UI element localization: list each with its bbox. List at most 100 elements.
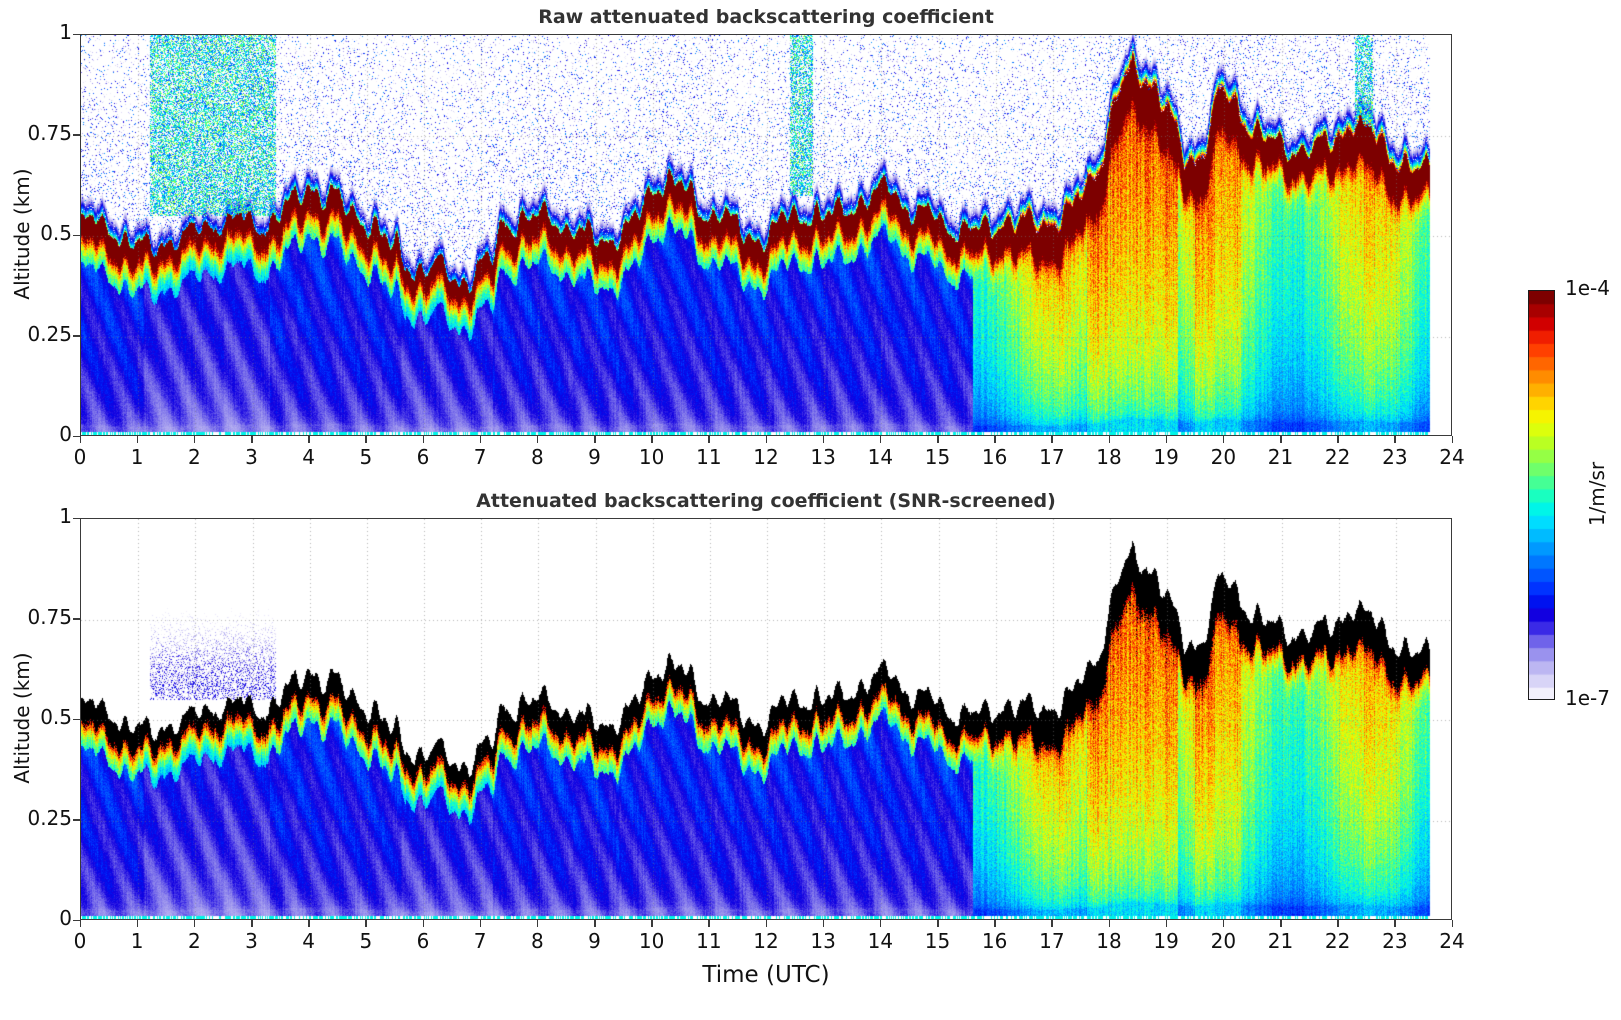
- ytick-mark-raw-0: [73, 435, 80, 437]
- xtick-label-screened-15: 15: [924, 929, 951, 953]
- colorbar-gradient: [1529, 291, 1554, 699]
- panel-data-screened: [81, 519, 1451, 919]
- xtick-label-screened-17: 17: [1039, 929, 1065, 953]
- xtick-label-raw-22: 22: [1324, 445, 1351, 469]
- xtick-label-screened-6: 6: [416, 929, 430, 953]
- xtick-mark-raw-22: [1337, 436, 1339, 443]
- xtick-label-screened-23: 23: [1382, 929, 1408, 953]
- xtick-mark-raw-19: [1165, 436, 1168, 443]
- xtick-label-raw-10: 10: [638, 445, 665, 469]
- xtick-label-raw-12: 12: [753, 445, 779, 469]
- xtick-label-screened-3: 3: [245, 929, 258, 953]
- xtick-mark-screened-7: [479, 920, 482, 927]
- xtick-mark-screened-18: [1108, 920, 1110, 927]
- xtick-label-screened-11: 11: [696, 929, 722, 953]
- xtick-mark-raw-5: [365, 436, 367, 443]
- xtick-label-raw-24: 24: [1439, 445, 1465, 469]
- xtick-mark-raw-9: [594, 436, 596, 443]
- ytick-label-screened-4: 1: [59, 504, 72, 528]
- xtick-label-raw-23: 23: [1382, 445, 1408, 469]
- xtick-mark-screened-12: [765, 920, 767, 927]
- xtick-mark-raw-20: [1222, 436, 1225, 443]
- ytick-label-raw-4: 1: [59, 20, 72, 44]
- xtick-mark-screened-2: [193, 920, 196, 927]
- xtick-mark-raw-0: [79, 436, 81, 443]
- xtick-mark-raw-4: [308, 436, 310, 443]
- xtick-label-raw-15: 15: [924, 445, 951, 469]
- colorbar-label: 1/m/sr: [1585, 461, 1609, 527]
- xtick-label-raw-13: 13: [810, 445, 836, 469]
- ytick-label-screened-2: 0.5: [40, 705, 72, 729]
- xtick-mark-screened-9: [594, 920, 596, 927]
- xtick-label-raw-4: 4: [302, 445, 316, 469]
- xtick-mark-screened-5: [365, 920, 367, 927]
- xtick-label-screened-5: 5: [359, 929, 373, 953]
- xtick-mark-screened-8: [536, 920, 539, 927]
- colorbar-tick-bottom: 1e-7: [1565, 686, 1610, 710]
- xtick-mark-raw-21: [1280, 436, 1282, 443]
- panel-axes-raw: [80, 34, 1452, 436]
- ytick-mark-screened-3: [73, 618, 80, 620]
- ylabel-raw: Altitude (km): [10, 168, 34, 300]
- xtick-mark-raw-14: [879, 436, 882, 443]
- ytick-label-raw-3: 0.75: [27, 120, 72, 145]
- xtick-label-screened-20: 20: [1210, 929, 1237, 953]
- xtick-label-raw-7: 7: [473, 445, 487, 469]
- ylabel-screened: Altitude (km): [10, 652, 34, 784]
- xtick-label-screened-16: 16: [981, 929, 1008, 953]
- xtick-mark-raw-8: [536, 436, 539, 443]
- xtick-label-raw-2: 2: [187, 445, 201, 469]
- xtick-mark-screened-3: [251, 920, 253, 927]
- xtick-label-screened-19: 19: [1153, 929, 1179, 953]
- xtick-label-screened-9: 9: [588, 929, 601, 953]
- xtick-label-screened-12: 12: [753, 929, 779, 953]
- colorbar-tick-top: 1e-4: [1565, 276, 1610, 300]
- xtick-mark-raw-12: [765, 436, 767, 443]
- xtick-label-raw-0: 0: [73, 445, 87, 469]
- ytick-mark-raw-1: [73, 335, 80, 337]
- xtick-mark-screened-22: [1337, 920, 1339, 927]
- xtick-label-screened-7: 7: [473, 929, 487, 953]
- xtick-mark-raw-16: [994, 436, 996, 443]
- xtick-label-screened-13: 13: [810, 929, 836, 953]
- xtick-label-screened-21: 21: [1267, 929, 1294, 953]
- ytick-mark-screened-1: [73, 819, 80, 821]
- xtick-label-raw-5: 5: [359, 445, 373, 469]
- xtick-label-screened-22: 22: [1324, 929, 1351, 953]
- xtick-mark-screened-1: [136, 920, 139, 927]
- xtick-label-raw-19: 19: [1153, 445, 1179, 469]
- xtick-mark-raw-23: [1394, 436, 1396, 443]
- panel-title-raw: Raw attenuated backscattering coefficien…: [538, 6, 994, 28]
- xtick-mark-screened-0: [79, 920, 81, 927]
- xtick-label-raw-18: 18: [1096, 445, 1122, 469]
- ytick-mark-raw-3: [73, 134, 80, 136]
- xtick-mark-screened-24: [1451, 920, 1453, 927]
- colorbar: [1528, 290, 1555, 700]
- xtick-mark-raw-6: [422, 436, 424, 443]
- xtick-mark-raw-13: [822, 436, 825, 443]
- xtick-mark-raw-18: [1108, 436, 1110, 443]
- xtick-label-screened-14: 14: [867, 929, 894, 953]
- xtick-label-screened-24: 24: [1439, 929, 1465, 953]
- xtick-label-raw-17: 17: [1039, 445, 1065, 469]
- xtick-mark-raw-1: [136, 436, 139, 443]
- xtick-mark-screened-10: [651, 920, 653, 927]
- xtick-label-screened-8: 8: [530, 929, 544, 953]
- xtick-label-screened-18: 18: [1096, 929, 1122, 953]
- xtick-label-raw-11: 11: [696, 445, 722, 469]
- panel-axes-screened: [80, 518, 1452, 920]
- xtick-mark-raw-10: [651, 436, 653, 443]
- xtick-mark-raw-17: [1051, 436, 1053, 443]
- xtick-label-screened-2: 2: [187, 929, 201, 953]
- xtick-mark-screened-16: [994, 920, 996, 927]
- ytick-label-raw-0: 0: [59, 422, 72, 446]
- xtick-mark-screened-19: [1165, 920, 1168, 927]
- ytick-label-raw-2: 0.5: [40, 221, 72, 245]
- xtick-label-raw-9: 9: [588, 445, 601, 469]
- xtick-mark-screened-23: [1394, 920, 1396, 927]
- panel-data-raw: [81, 35, 1451, 435]
- xtick-label-raw-6: 6: [416, 445, 430, 469]
- xtick-label-raw-8: 8: [530, 445, 544, 469]
- xtick-mark-screened-21: [1280, 920, 1282, 927]
- xtick-label-raw-16: 16: [981, 445, 1008, 469]
